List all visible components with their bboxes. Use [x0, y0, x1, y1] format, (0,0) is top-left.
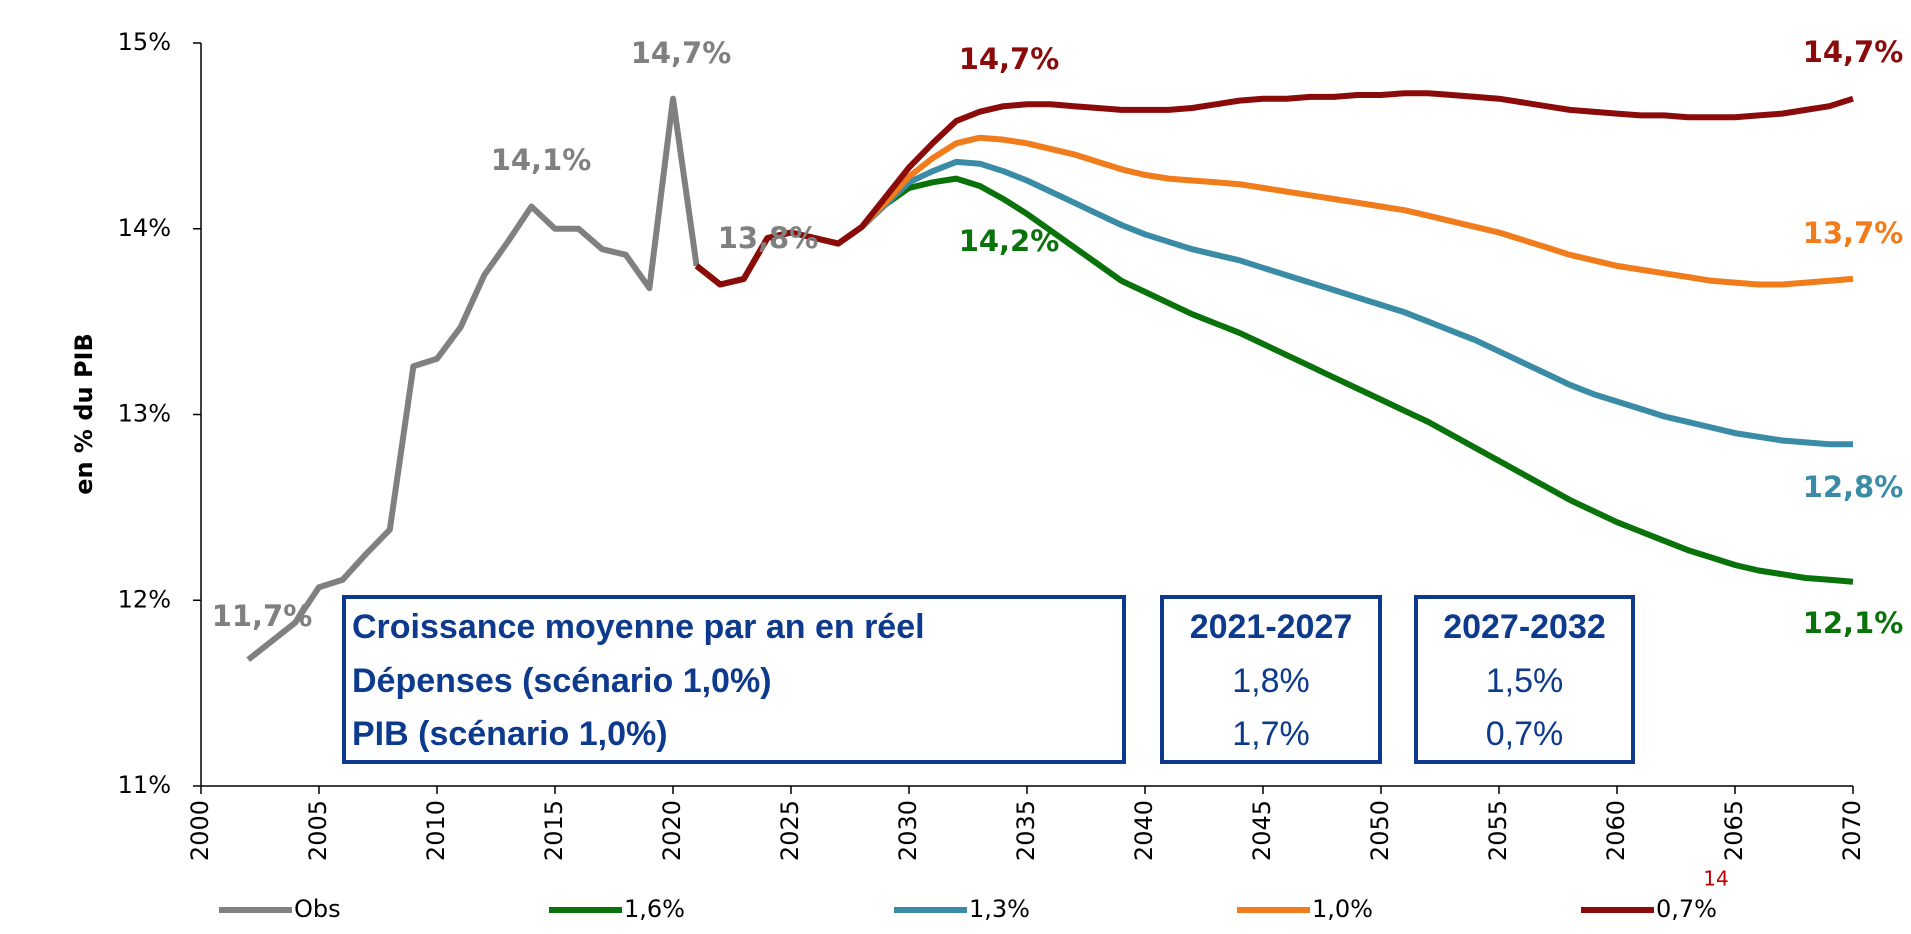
table-cell: 1,7%	[1232, 715, 1310, 753]
x-tick-label: 2010	[422, 800, 450, 861]
annotation: 14,7%	[631, 36, 732, 70]
x-tick-label: 2005	[304, 800, 332, 861]
x-tick-label: 2060	[1602, 800, 1630, 861]
y-tick-label: 15%	[118, 28, 171, 56]
table-cell: 0,7%	[1486, 715, 1564, 753]
x-tick-label: 2070	[1838, 800, 1866, 861]
x-tick-label: 2050	[1366, 800, 1394, 861]
table-cell: 2021-2027	[1190, 608, 1353, 646]
table-cell: PIB (scénario 1,0%)	[352, 715, 668, 753]
y-axis-label: en % du PIB	[70, 333, 98, 495]
legend-label: Obs	[294, 895, 341, 923]
x-tick-label: 2015	[540, 800, 568, 861]
series-line	[694, 158, 1853, 448]
table-cell: Dépenses (scénario 1,0%)	[352, 662, 772, 700]
y-tick-label: 13%	[118, 400, 171, 428]
table-box	[1160, 595, 1382, 764]
y-tick-label: 12%	[118, 585, 171, 613]
table-cell: 1,8%	[1232, 662, 1310, 700]
annotation: 13,7%	[1803, 216, 1904, 250]
x-tick-label: 2040	[1130, 800, 1158, 861]
x-tick-label: 2020	[658, 800, 686, 861]
annotation: 14,7%	[1803, 35, 1904, 69]
table-cell: Croissance moyenne par an en réel	[352, 608, 925, 646]
table-box	[1414, 595, 1635, 764]
annotation: 14,7%	[959, 42, 1060, 76]
y-tick-label: 14%	[118, 214, 171, 242]
x-tick-label: 2000	[186, 800, 214, 861]
series-line	[246, 95, 700, 663]
table-cell: 1,5%	[1486, 662, 1564, 700]
x-tick-label: 2035	[1012, 800, 1040, 861]
page-number: 14	[1703, 867, 1728, 891]
table-box	[342, 595, 1126, 764]
x-tick-label: 2055	[1484, 800, 1512, 861]
y-tick-label: 11%	[118, 771, 171, 799]
annotation: 14,2%	[959, 224, 1060, 258]
x-tick-label: 2045	[1248, 800, 1276, 861]
annotation: 12,1%	[1803, 606, 1904, 640]
legend-label: 1,6%	[624, 895, 685, 923]
series-line	[694, 134, 1854, 288]
legend-label: 1,3%	[969, 895, 1030, 923]
annotation: 11,7%	[212, 599, 313, 633]
annotation: 14,1%	[491, 143, 592, 177]
annotation: 13,8%	[718, 221, 819, 255]
series-line	[694, 175, 1854, 585]
legend-label: 1,0%	[1312, 895, 1373, 923]
annotation: 12,8%	[1803, 470, 1904, 504]
x-tick-label: 2065	[1720, 800, 1748, 861]
table-cell: 2027-2032	[1443, 608, 1606, 646]
x-tick-label: 2030	[894, 800, 922, 861]
x-tick-label: 2025	[776, 800, 804, 861]
legend-label: 0,7%	[1656, 895, 1717, 923]
series-line	[694, 90, 1854, 288]
